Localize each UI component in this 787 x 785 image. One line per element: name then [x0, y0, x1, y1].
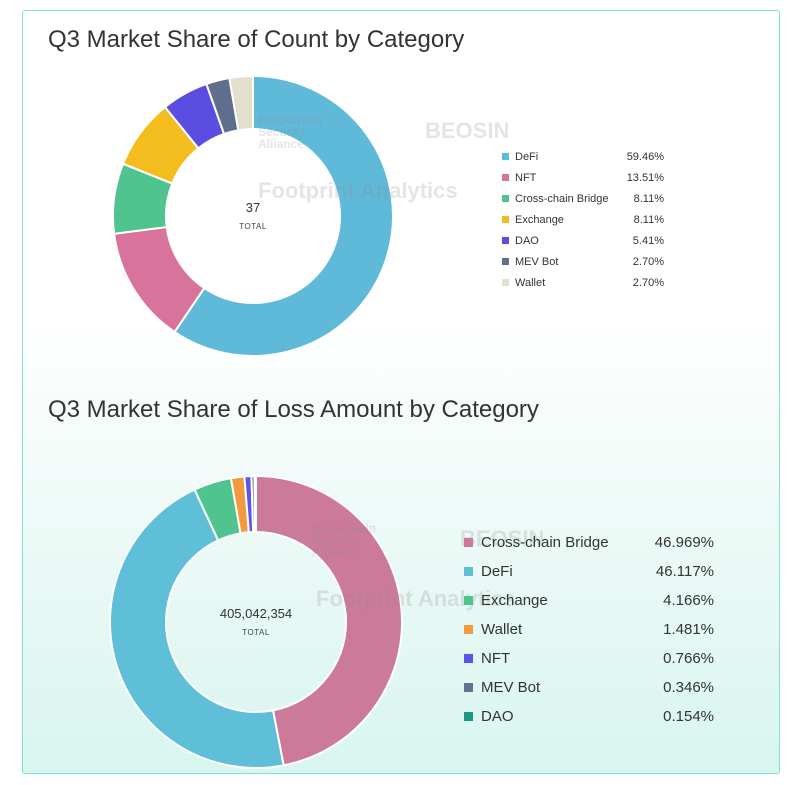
legend-value: 0.154% — [663, 708, 714, 725]
legend-item[interactable]: NFT 13.51% — [502, 167, 664, 188]
legend-label: NFT — [481, 650, 511, 667]
legend-swatch — [464, 567, 473, 576]
legend-item[interactable]: DAO 5.41% — [502, 230, 664, 251]
legend-swatch — [464, 538, 473, 547]
legend-label: MEV Bot — [481, 679, 541, 696]
chart2-title: Q3 Market Share of Loss Amount by Catego… — [48, 396, 539, 423]
legend-item[interactable]: Wallet 1.481% — [464, 615, 714, 644]
legend-label: Exchange — [515, 213, 564, 226]
chart1-legend: DeFi 59.46% NFT 13.51% Cross-chain Bridge 8.1… — [502, 146, 664, 293]
legend-swatch — [502, 195, 509, 202]
legend-label: MEV Bot — [515, 255, 559, 268]
legend-swatch — [502, 153, 509, 160]
legend-item[interactable]: Cross-chain Bridge 8.11% — [502, 188, 664, 209]
legend-swatch — [464, 625, 473, 634]
legend-swatch — [464, 596, 473, 605]
legend-item[interactable]: NFT 0.766% — [464, 644, 714, 673]
donut-slice-dao[interactable] — [253, 474, 257, 534]
legend-label: Cross-chain Bridge — [515, 192, 609, 205]
legend-label: Wallet — [515, 276, 546, 289]
legend-item[interactable]: MEV Bot 0.346% — [464, 673, 714, 702]
legend-item[interactable]: Cross-chain Bridge 46.969% — [464, 528, 714, 557]
legend-item[interactable]: MEV Bot 2.70% — [502, 251, 664, 272]
legend-swatch — [464, 683, 473, 692]
legend-label: Cross-chain Bridge — [481, 534, 609, 551]
legend-item[interactable]: DeFi 59.46% — [502, 146, 664, 167]
legend-value: 46.969% — [654, 534, 714, 551]
legend-swatch — [464, 712, 473, 721]
legend-swatch — [502, 216, 509, 223]
legend-swatch — [464, 654, 473, 663]
chart2-total-label: TOTAL — [242, 628, 270, 637]
legend-item[interactable]: Exchange 8.11% — [502, 209, 664, 230]
legend-label: DAO — [515, 234, 539, 247]
chart2-total-value: 405,042,354 — [219, 606, 293, 621]
legend-swatch — [502, 237, 509, 244]
legend-value: 13.51% — [626, 171, 664, 184]
legend-value: 2.70% — [632, 276, 664, 289]
legend-value: 1.481% — [663, 621, 714, 638]
legend-label: DeFi — [481, 563, 513, 580]
legend-value: 0.766% — [663, 650, 714, 667]
legend-label: DAO — [481, 708, 514, 725]
legend-label: NFT — [515, 171, 537, 184]
legend-label: Exchange — [481, 592, 548, 609]
legend-label: Wallet — [481, 621, 523, 638]
legend-swatch — [502, 258, 509, 265]
chart1-total-value: 37 — [245, 200, 261, 215]
legend-swatch — [502, 174, 509, 181]
legend-value: 46.117% — [655, 563, 714, 580]
chart1-total-label: TOTAL — [239, 222, 267, 231]
legend-value: 2.70% — [632, 255, 664, 268]
legend-value: 4.166% — [663, 592, 714, 609]
donut-slice-wallet[interactable] — [228, 74, 254, 132]
donut-slice-defi[interactable] — [109, 488, 285, 769]
legend-value: 8.11% — [633, 213, 664, 226]
legend-value: 8.11% — [633, 192, 664, 205]
donut-slice-cross-chain-bridge[interactable] — [255, 474, 403, 767]
legend-item[interactable]: Wallet 2.70% — [502, 272, 664, 293]
legend-value: 59.46% — [626, 150, 664, 163]
legend-item[interactable]: DAO 0.154% — [464, 702, 714, 731]
legend-value: 0.346% — [663, 679, 714, 696]
donut-slice-defi[interactable] — [173, 74, 394, 357]
legend-item[interactable]: DeFi 46.117% — [464, 557, 714, 586]
chart2-legend: Cross-chain Bridge 46.969% DeFi 46.117% Exch… — [464, 528, 714, 731]
legend-label: DeFi — [515, 150, 539, 163]
legend-item[interactable]: Exchange 4.166% — [464, 586, 714, 615]
legend-swatch — [502, 279, 509, 286]
chart1-title: Q3 Market Share of Count by Category — [48, 26, 465, 53]
legend-value: 5.41% — [632, 234, 664, 247]
